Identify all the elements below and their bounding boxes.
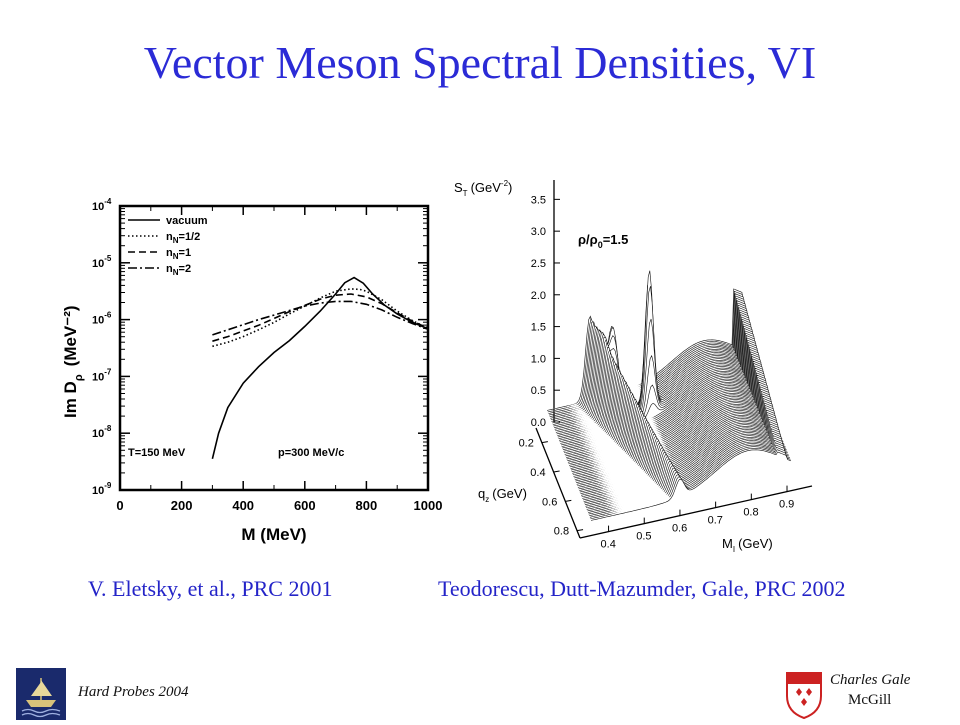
legend-label: nN=2 (166, 263, 191, 277)
annotation-temperature: T=150 MeV (128, 447, 186, 459)
series-line-n-n-1-2 (212, 288, 429, 348)
y-tick-label: 10-8 (92, 424, 112, 440)
z-tick-label: 0.5 (531, 385, 546, 397)
m-axis (579, 485, 813, 539)
y-tick-label: 10-7 (92, 367, 112, 383)
x-tick-label: 1000 (414, 498, 443, 513)
y-tick-label: 10-4 (92, 197, 112, 213)
caption-right: Teodorescu, Dutt-Mazumder, Gale, PRC 200… (438, 576, 846, 601)
q-tick (541, 441, 548, 444)
affiliation: McGill (848, 692, 892, 708)
spectral-density-chart: 0 200 400 600 800 1000 10-9 10-8 10-7 10-6 10-5 10-… (61, 197, 443, 544)
y-tick-label: 10-9 (92, 481, 112, 497)
q-tick-label: 0.6 (542, 496, 557, 508)
legend: vacuum nN=1/2 nN=1 nN=2 (128, 215, 208, 277)
author-name: Charles Gale (830, 672, 911, 688)
slide-title: Vector Meson Spectral Densities, VI (143, 37, 817, 88)
conference-logo (16, 668, 66, 720)
annotation-momentum: p=300 MeV/c (278, 447, 344, 459)
m-tick-label: 0.9 (779, 499, 794, 511)
q-tick (553, 470, 560, 473)
x-tick-label: 200 (171, 498, 193, 513)
z-tick-label: 2.5 (531, 258, 546, 270)
q-axis (535, 427, 581, 539)
surface-line (591, 449, 792, 521)
m-axis-label: MI (GeV) (722, 536, 773, 554)
m-tick-label: 0.8 (743, 507, 758, 519)
z-tick-label: 0.0 (531, 417, 546, 429)
x-tick-label: 600 (294, 498, 316, 513)
q-tick-label: 0.8 (554, 526, 569, 538)
ship-icon (21, 678, 61, 718)
mcgill-crest-icon (784, 670, 824, 725)
legend-label: vacuum (166, 215, 208, 227)
q-tick (576, 529, 584, 532)
x-tick-label: 400 (232, 498, 254, 513)
q-axis-label: qz (GeV) (478, 486, 527, 504)
z-tick-label: 3.5 (531, 194, 546, 206)
caption-left: V. Eletsky, et al., PRC 2001 (88, 576, 333, 601)
x-axis-label: M (MeV) (241, 525, 306, 544)
y-tick-label: 10-6 (92, 311, 112, 327)
x-tick-label: 0 (116, 498, 123, 513)
z-tick-label: 1.0 (531, 353, 546, 365)
y-axis-label: Im Dρ(MeV⁻²) (61, 305, 85, 418)
z-tick-label: 3.0 (531, 226, 546, 238)
x-tick-label: 800 (356, 498, 378, 513)
series-line-n-n-1 (212, 293, 429, 342)
m-tick-label: 0.5 (636, 531, 651, 543)
spectral-surface-chart: 0.0 0.5 1.0 1.5 2.0 2.5 3.0 3.5 ST (GeV-2) ρ/ρ0=… (454, 179, 813, 554)
q-tick (565, 499, 572, 502)
density-annotation: ρ/ρ0=1.5 (578, 232, 628, 250)
conference-name: Hard Probes 2004 (78, 684, 189, 700)
z-tick-label: 2.0 (531, 290, 546, 302)
q-tick-label: 0.2 (519, 438, 534, 450)
q-tick-label: 0.4 (530, 467, 545, 479)
m-tick-label: 0.6 (672, 523, 687, 535)
series-line-n-n-2 (212, 300, 429, 336)
legend-label: nN=1/2 (166, 231, 200, 245)
legend-label: nN=1 (166, 247, 191, 261)
series-line-vacuum (211, 276, 429, 459)
m-tick-label: 0.7 (708, 515, 723, 527)
surface-mesh (547, 270, 792, 521)
z-axis-label: ST (GeV-2) (454, 179, 512, 198)
y-tick-label: 10-5 (92, 254, 112, 270)
m-tick-label: 0.4 (601, 539, 616, 551)
z-tick-label: 1.5 (531, 322, 546, 334)
